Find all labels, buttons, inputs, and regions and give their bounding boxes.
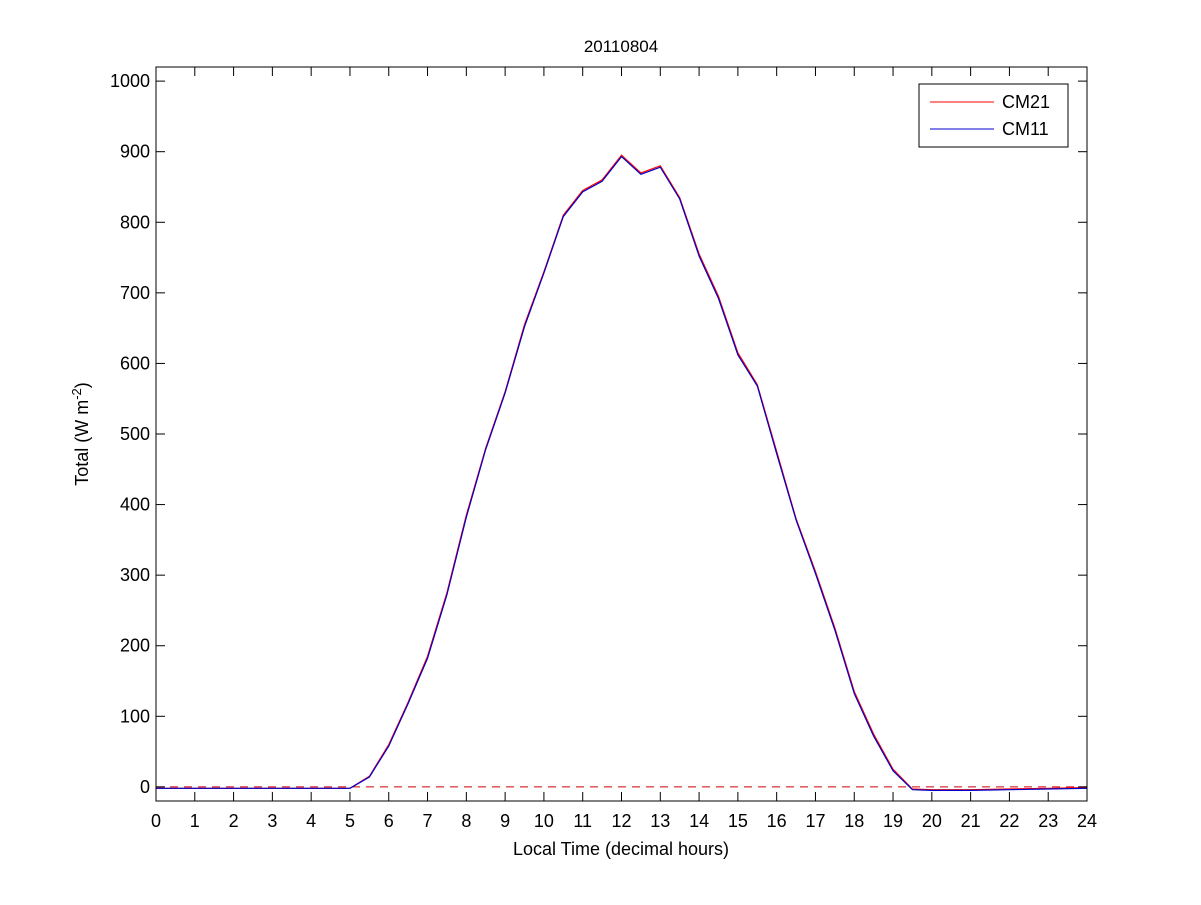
series-line-cm21 — [156, 154, 1088, 791]
y-axis-label: Total (W m-2) — [69, 382, 92, 486]
x-tick-label: 22 — [999, 811, 1019, 831]
x-tick-label: 13 — [650, 811, 670, 831]
y-tick-label: 800 — [120, 212, 150, 232]
x-tick-label: 8 — [461, 811, 471, 831]
series-line-cm11 — [156, 155, 1088, 792]
x-tick-label: 16 — [767, 811, 787, 831]
x-tick-label: 20 — [922, 811, 942, 831]
y-tick-label: 300 — [120, 565, 150, 585]
legend: CM21 CM11 — [918, 83, 1069, 148]
y-tick-label: 1000 — [110, 71, 150, 91]
x-tick-label: 18 — [844, 811, 864, 831]
x-tick-label: 10 — [534, 811, 554, 831]
chart-title: 20110804 — [584, 37, 658, 56]
x-tick-label: 3 — [267, 811, 277, 831]
x-tick-label: 0 — [151, 811, 161, 831]
x-tick-label: 15 — [728, 811, 748, 831]
x-tick-label: 19 — [883, 811, 903, 831]
plot-frame — [155, 66, 1088, 802]
y-tick-label: 900 — [120, 142, 150, 162]
x-tick-label: 4 — [306, 811, 316, 831]
series-layer — [156, 154, 1088, 792]
x-tick-label: 9 — [500, 811, 510, 831]
plot-area — [156, 67, 1087, 801]
y-tick-label: 400 — [120, 495, 150, 515]
x-tick-label: 2 — [229, 811, 239, 831]
x-tick-label: 21 — [961, 811, 981, 831]
x-axis-label: Local Time (decimal hours) — [513, 839, 729, 859]
x-tick-label: 11 — [573, 811, 592, 831]
legend-box — [918, 83, 1069, 148]
x-tick-label: 23 — [1038, 811, 1058, 831]
y-axis-label-close: ) — [72, 382, 92, 388]
x-tick-label: 24 — [1077, 811, 1097, 831]
y-tick-label: 600 — [120, 353, 150, 373]
y-axis-label-main: Total (W m — [72, 400, 92, 486]
x-tick-label: 14 — [689, 811, 709, 831]
y-tick-label: 0 — [140, 777, 150, 797]
legend-label-cm21: CM21 — [1002, 92, 1050, 112]
x-tick-label: 6 — [384, 811, 394, 831]
x-tick-label: 17 — [805, 811, 825, 831]
y-tick-label: 200 — [120, 636, 150, 656]
y-axis-label-superscript: -2 — [69, 388, 84, 400]
tick-layer: 0 1 2 3 4 5 6 7 8 9 10 11 12 13 14 15 16 17 18 19 20 21 22 23 24… — [110, 67, 1097, 831]
y-tick-label: 100 — [120, 706, 150, 726]
x-tick-label: 12 — [611, 811, 631, 831]
x-tick-label: 5 — [345, 811, 355, 831]
x-tick-label: 7 — [423, 811, 433, 831]
x-tick-label: 1 — [190, 811, 200, 831]
legend-label-cm11: CM11 — [1002, 119, 1049, 139]
y-tick-label: 700 — [120, 283, 150, 303]
y-tick-label: 500 — [120, 424, 150, 444]
